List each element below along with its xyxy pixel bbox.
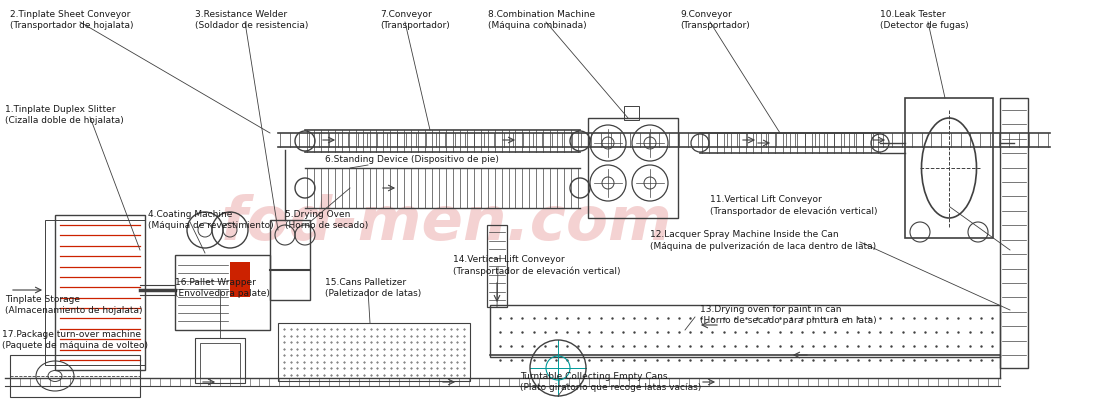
Bar xyxy=(195,338,245,383)
Text: 9.Conveyor
(Transportador): 9.Conveyor (Transportador) xyxy=(680,10,750,31)
Text: 7.Conveyor
(Transportador): 7.Conveyor (Transportador) xyxy=(380,10,449,31)
Text: 2.Tinplate Sheet Conveyor
(Transportador de hojalata): 2.Tinplate Sheet Conveyor (Transportador… xyxy=(10,10,133,31)
Bar xyxy=(490,305,999,357)
Bar xyxy=(904,98,993,238)
Text: Turntable Collecting Empty Cans
(Plato giratorio que recoge latas vacías): Turntable Collecting Empty Cans (Plato g… xyxy=(520,372,701,392)
Text: 5.Drying Oven
(Horno de secado): 5.Drying Oven (Horno de secado) xyxy=(285,210,368,230)
Text: 4.Coating Machine
(Máquina de revestimiento): 4.Coating Machine (Máquina de revestimie… xyxy=(148,210,274,230)
Bar xyxy=(200,343,240,378)
Bar xyxy=(588,118,678,218)
Text: Tinplate Storage
(Almacenamiento de hojalata): Tinplate Storage (Almacenamiento de hoja… xyxy=(4,295,142,315)
Text: 16.Pallet Wrapper
(Envolvedora palate): 16.Pallet Wrapper (Envolvedora palate) xyxy=(176,278,269,298)
Text: 10.Leak Tester
(Detector de fugas): 10.Leak Tester (Detector de fugas) xyxy=(880,10,968,31)
Text: fod-men.com: fod-men.com xyxy=(221,195,673,253)
Text: 8.Combination Machine
(Máquina combinada): 8.Combination Machine (Máquina combinada… xyxy=(487,10,595,31)
Bar xyxy=(10,355,140,397)
Bar xyxy=(487,225,506,307)
Text: 17.Package turn-over machine
(Paquete de máquina de volteo): 17.Package turn-over machine (Paquete de… xyxy=(2,330,148,350)
Text: 14.Vertical Lift Conveyor
(Transportador de elevación vertical): 14.Vertical Lift Conveyor (Transportador… xyxy=(453,255,620,276)
Bar xyxy=(230,262,250,297)
Bar xyxy=(624,106,639,120)
Text: 1.Tinplate Duplex Slitter
(Cizalla doble de hojalata): 1.Tinplate Duplex Slitter (Cizalla doble… xyxy=(4,105,124,125)
Text: 11.Vertical Lift Conveyor
(Transportador de elevación vertical): 11.Vertical Lift Conveyor (Transportador… xyxy=(710,195,878,216)
Text: 13.Drying oven for paint in can
(Horno de secado para pintura en lata): 13.Drying oven for paint in can (Horno d… xyxy=(700,305,877,326)
Bar xyxy=(271,220,310,300)
Text: 15.Cans Palletizer
(Paletizador de latas): 15.Cans Palletizer (Paletizador de latas… xyxy=(325,278,421,298)
Bar xyxy=(278,323,470,381)
Text: 3.Resistance Welder
(Soldador de resistencia): 3.Resistance Welder (Soldador de resiste… xyxy=(195,10,309,31)
Text: 12.Lacquer Spray Machine Inside the Can
(Máquina de pulverización de laca dentro: 12.Lacquer Spray Machine Inside the Can … xyxy=(650,230,877,251)
Bar xyxy=(999,98,1027,368)
Bar xyxy=(45,220,145,365)
Bar xyxy=(55,215,145,370)
Text: 6.Standing Device (Dispositivo de pie): 6.Standing Device (Dispositivo de pie) xyxy=(325,155,499,164)
Bar xyxy=(176,255,271,330)
